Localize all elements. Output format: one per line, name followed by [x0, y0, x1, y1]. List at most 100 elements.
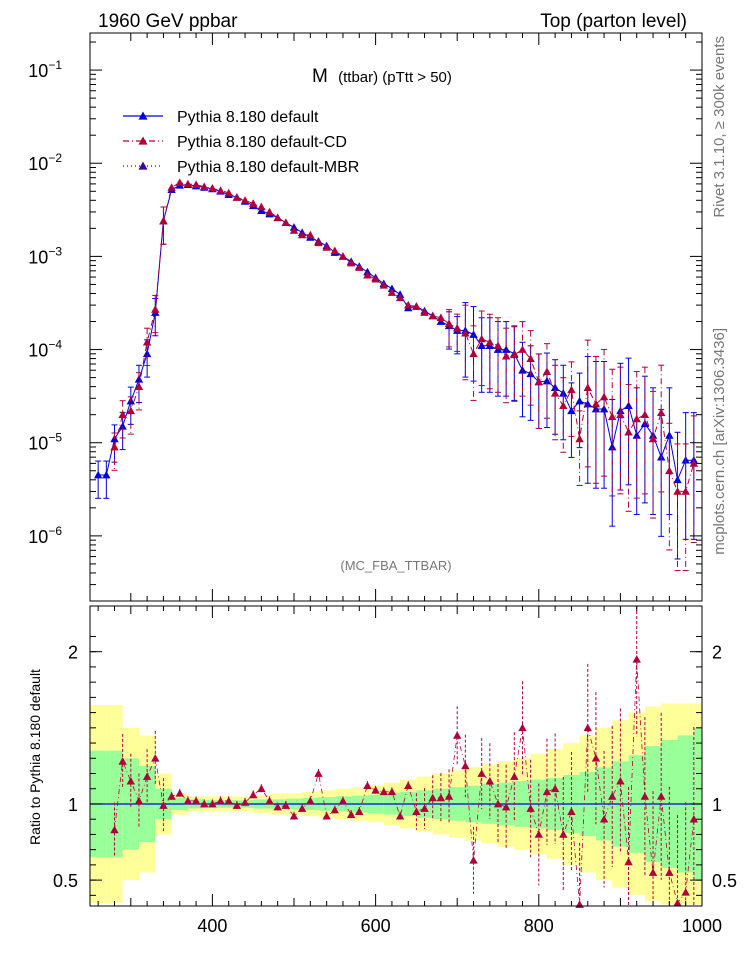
plot-title: M (ttbar) (pTtt > 50): [312, 66, 452, 87]
main-panel: 10−610−510−410−310−210−1: [28, 32, 703, 602]
series-point-1: [591, 399, 601, 408]
series-point-1: [575, 434, 584, 443]
series-point-1: [534, 377, 543, 386]
ratio-point: [395, 811, 405, 820]
series-point-1: [567, 385, 576, 394]
series-point-1: [330, 246, 339, 255]
series-point-1: [453, 323, 462, 332]
series-point-1: [346, 258, 356, 267]
ratio-point: [624, 857, 633, 866]
series-point-0: [142, 349, 152, 358]
series-point-1: [469, 349, 478, 358]
series-point-1: [640, 410, 650, 419]
series-point-1: [510, 350, 519, 359]
ratio-ytick-label: 2: [68, 643, 78, 663]
ratio-point: [224, 796, 233, 805]
ratio-point: [208, 799, 217, 808]
series-point-1: [273, 213, 282, 222]
ratio-point: [640, 792, 650, 800]
ratio-point: [510, 772, 519, 780]
series-point-0: [469, 330, 478, 338]
ratio-point: [534, 830, 543, 838]
main-ytick-exp: −4: [48, 338, 62, 352]
series-point-1: [118, 410, 127, 419]
series-point-0: [599, 404, 609, 413]
header-right: Top (parton level): [540, 11, 687, 32]
series-point-0: [632, 431, 641, 439]
ratio-point: [265, 796, 274, 805]
ratio-xtick-label: 600: [361, 916, 391, 936]
series-point-1: [216, 186, 225, 194]
ratio-point: [404, 781, 413, 790]
ratio-point: [151, 754, 160, 762]
series-point-1: [175, 178, 184, 186]
legend-label-2: Pythia 8.180 default-MBR: [177, 159, 359, 176]
series-point-0: [118, 422, 127, 430]
series-point-1: [428, 311, 437, 320]
series-point-1: [501, 351, 511, 360]
main-ytick-label: 10−2: [28, 151, 62, 174]
series-point-0: [436, 317, 446, 325]
series-point-0: [542, 376, 552, 385]
ratio-xtick-label: 400: [197, 916, 227, 936]
series-point-1: [208, 183, 217, 192]
plot-title-sub: (ttbar) (pTtt > 50): [338, 69, 452, 86]
main-ytick-label: 10−1: [28, 58, 62, 81]
ratio-point: [126, 776, 135, 785]
ratio-point: [689, 814, 699, 823]
series-point-1: [461, 328, 470, 337]
legend-label-0: Pythia 8.180 default: [177, 109, 319, 126]
ratio-point: [330, 805, 339, 814]
main-ytick-base: 10: [28, 341, 48, 361]
ratio-ytick-label-right: 0.5: [712, 871, 737, 891]
series-point-0: [501, 345, 511, 353]
series-point-1: [632, 414, 641, 423]
legend-marker-0: [138, 111, 148, 120]
series-point-0: [575, 396, 584, 405]
series-point-1: [281, 218, 291, 227]
series-point-1: [183, 179, 193, 188]
ratio-point: [632, 655, 641, 663]
series-point-1: [240, 196, 250, 204]
series-point-1: [550, 389, 560, 397]
ratio-point: [134, 796, 144, 805]
ratio-point: [232, 801, 242, 809]
ratio-point: [599, 814, 609, 823]
series-point-0: [550, 383, 560, 392]
ratio-point: [436, 793, 446, 802]
main-ytick-base: 10: [28, 61, 48, 81]
main-ytick-base: 10: [28, 434, 48, 454]
ratio-point: [216, 796, 225, 805]
ratio-point: [355, 807, 364, 815]
ratio-point: [608, 792, 617, 800]
ratio-point: [559, 830, 568, 838]
series-point-0: [477, 341, 486, 350]
ratio-point: [346, 810, 356, 818]
series-point-1: [518, 345, 527, 353]
ratio-point: [657, 792, 666, 800]
ratio-point: [379, 787, 388, 796]
analysis-label: (MC_FBA_TTBAR): [340, 558, 451, 573]
ratio-axes: 0.5 0.5 1 1 2 2 400 600 800 1000: [53, 606, 737, 936]
series-point-1: [673, 487, 682, 495]
ratio-ytick-label-right: 2: [712, 643, 722, 663]
ratio-xtick-label: 1000: [682, 916, 722, 936]
ratio-point: [306, 796, 315, 805]
main-frame: [89, 32, 703, 602]
ratio-point: [616, 776, 625, 785]
series-point-1: [436, 313, 446, 322]
ratio-point: [444, 792, 454, 800]
ratio-panel: 0.5 0.5 1 1 2 2 400 600 800 1000: [53, 605, 737, 936]
series-point-1: [477, 334, 486, 343]
ratio-point: [493, 799, 503, 808]
ratio-point: [200, 799, 209, 808]
series-point-1: [444, 319, 454, 327]
ratio-point: [175, 789, 184, 797]
series-point-1: [151, 305, 160, 313]
ratio-point: [183, 796, 193, 805]
series-point-1: [200, 182, 209, 191]
series-point-0: [583, 399, 592, 408]
legend-marker-1: [138, 136, 148, 145]
series-point-1: [265, 207, 274, 216]
